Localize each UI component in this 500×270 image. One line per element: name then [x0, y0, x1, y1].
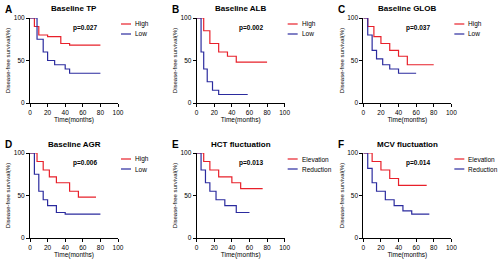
- svg-text:p=0.027: p=0.027: [73, 24, 97, 32]
- svg-text:Baseline ALB: Baseline ALB: [215, 4, 266, 13]
- svg-text:100: 100: [446, 109, 457, 116]
- svg-text:0: 0: [28, 109, 32, 116]
- svg-text:0: 0: [362, 244, 366, 251]
- svg-text:50: 50: [184, 57, 192, 64]
- svg-text:0: 0: [28, 244, 32, 251]
- svg-text:20: 20: [211, 109, 219, 116]
- svg-text:HCT fluctuation: HCT fluctuation: [211, 140, 271, 149]
- svg-text:0: 0: [362, 109, 366, 116]
- svg-text:Time(months): Time(months): [387, 116, 427, 124]
- svg-text:60: 60: [246, 244, 254, 251]
- svg-text:40: 40: [395, 109, 403, 116]
- svg-text:50: 50: [351, 57, 359, 64]
- svg-text:60: 60: [79, 244, 87, 251]
- svg-text:0: 0: [354, 99, 358, 106]
- svg-text:Time(months): Time(months): [387, 251, 427, 259]
- svg-text:Disease-free survival(%): Disease-free survival(%): [172, 28, 178, 93]
- svg-text:Disease-free survival(%): Disease-free survival(%): [172, 163, 178, 228]
- svg-text:0: 0: [188, 234, 192, 241]
- svg-text:Low: Low: [135, 30, 147, 37]
- svg-text:Baseline TP: Baseline TP: [51, 4, 97, 13]
- svg-text:F: F: [338, 139, 344, 150]
- svg-text:80: 80: [430, 109, 438, 116]
- svg-text:Elevation: Elevation: [302, 156, 329, 163]
- svg-text:Time(months): Time(months): [221, 116, 261, 124]
- svg-text:60: 60: [413, 244, 421, 251]
- svg-text:40: 40: [62, 109, 70, 116]
- svg-text:Time(months): Time(months): [54, 251, 94, 259]
- svg-text:20: 20: [44, 109, 52, 116]
- svg-text:80: 80: [97, 109, 105, 116]
- svg-text:Low: Low: [302, 30, 314, 37]
- svg-text:60: 60: [413, 109, 421, 116]
- svg-text:B: B: [172, 4, 179, 15]
- svg-text:100: 100: [113, 244, 124, 251]
- svg-text:40: 40: [62, 244, 70, 251]
- svg-text:p=0.006: p=0.006: [73, 159, 97, 167]
- svg-text:80: 80: [430, 244, 438, 251]
- svg-text:p=0.014: p=0.014: [406, 159, 430, 167]
- svg-text:100: 100: [14, 14, 25, 21]
- svg-text:MCV fluctuation: MCV fluctuation: [377, 140, 438, 149]
- svg-text:50: 50: [17, 192, 25, 199]
- svg-text:High: High: [302, 20, 316, 28]
- svg-text:p=0.037: p=0.037: [406, 24, 430, 32]
- svg-text:40: 40: [395, 244, 403, 251]
- svg-text:20: 20: [211, 244, 219, 251]
- svg-text:40: 40: [228, 109, 236, 116]
- svg-text:100: 100: [181, 149, 192, 156]
- svg-text:0: 0: [195, 244, 199, 251]
- svg-text:A: A: [5, 4, 12, 15]
- svg-text:100: 100: [446, 244, 457, 251]
- svg-text:20: 20: [377, 109, 385, 116]
- svg-text:C: C: [338, 4, 345, 15]
- svg-text:Time(months): Time(months): [54, 116, 94, 124]
- svg-text:100: 100: [347, 149, 358, 156]
- svg-text:p=0.002: p=0.002: [239, 24, 263, 32]
- svg-text:80: 80: [97, 244, 105, 251]
- svg-text:Time(months): Time(months): [221, 251, 261, 259]
- svg-text:50: 50: [17, 57, 25, 64]
- svg-text:High: High: [135, 155, 149, 163]
- svg-text:100: 100: [279, 109, 290, 116]
- svg-text:Low: Low: [468, 30, 480, 37]
- svg-text:0: 0: [21, 234, 25, 241]
- svg-text:80: 80: [263, 244, 271, 251]
- svg-text:Low: Low: [135, 166, 147, 173]
- svg-text:0: 0: [188, 99, 192, 106]
- svg-text:60: 60: [79, 109, 87, 116]
- svg-text:High: High: [135, 20, 149, 28]
- svg-text:Baseline AGR: Baseline AGR: [48, 140, 101, 149]
- svg-text:Disease-free survival(%): Disease-free survival(%): [339, 28, 345, 93]
- svg-text:Reduction: Reduction: [468, 166, 498, 173]
- svg-text:100: 100: [113, 109, 124, 116]
- svg-text:20: 20: [377, 244, 385, 251]
- svg-text:E: E: [172, 139, 179, 150]
- svg-text:50: 50: [351, 192, 359, 199]
- svg-text:0: 0: [195, 109, 199, 116]
- svg-text:100: 100: [181, 14, 192, 21]
- svg-text:0: 0: [354, 234, 358, 241]
- svg-text:D: D: [5, 139, 12, 150]
- svg-text:20: 20: [44, 244, 52, 251]
- svg-text:p=0.013: p=0.013: [239, 159, 263, 167]
- svg-text:100: 100: [279, 244, 290, 251]
- svg-text:Reduction: Reduction: [302, 166, 332, 173]
- svg-text:Disease-free survival(%): Disease-free survival(%): [5, 28, 11, 93]
- svg-text:Baseline GLOB: Baseline GLOB: [378, 4, 436, 13]
- svg-text:Disease-free survival(%): Disease-free survival(%): [339, 163, 345, 228]
- svg-text:Disease-free survival(%): Disease-free survival(%): [5, 163, 11, 228]
- svg-text:High: High: [468, 20, 482, 28]
- svg-text:0: 0: [21, 99, 25, 106]
- svg-text:40: 40: [228, 244, 236, 251]
- svg-text:Elevation: Elevation: [468, 156, 495, 163]
- svg-text:100: 100: [14, 149, 25, 156]
- svg-text:60: 60: [246, 109, 254, 116]
- svg-text:100: 100: [347, 14, 358, 21]
- svg-text:80: 80: [263, 109, 271, 116]
- svg-text:50: 50: [184, 192, 192, 199]
